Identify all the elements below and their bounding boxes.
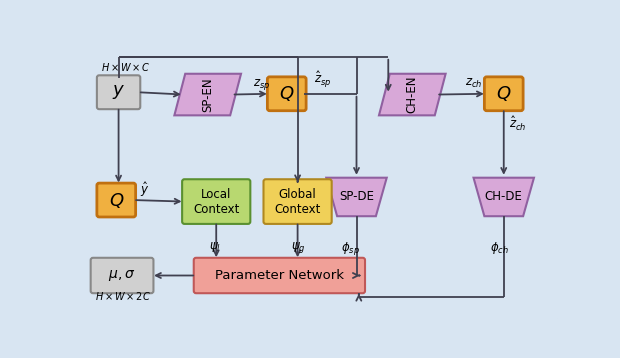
Text: SP-EN: SP-EN bbox=[202, 77, 214, 112]
FancyBboxPatch shape bbox=[97, 75, 140, 109]
Text: Parameter Network: Parameter Network bbox=[215, 269, 344, 282]
Polygon shape bbox=[474, 178, 534, 216]
Text: $z_{sp}$: $z_{sp}$ bbox=[253, 77, 270, 92]
Text: $Q$: $Q$ bbox=[279, 84, 294, 103]
Text: $H\times W\times 2C$: $H\times W\times 2C$ bbox=[94, 290, 151, 302]
FancyBboxPatch shape bbox=[193, 258, 365, 293]
FancyBboxPatch shape bbox=[91, 258, 153, 293]
FancyBboxPatch shape bbox=[267, 77, 306, 111]
Polygon shape bbox=[326, 178, 387, 216]
FancyBboxPatch shape bbox=[264, 179, 332, 224]
Text: Global
Context: Global Context bbox=[275, 188, 321, 216]
Text: $\hat{y}$: $\hat{y}$ bbox=[140, 180, 149, 199]
Text: $H\times W\times C$: $H\times W\times C$ bbox=[100, 62, 151, 73]
Text: $\psi_l$: $\psi_l$ bbox=[210, 240, 221, 254]
Polygon shape bbox=[174, 74, 241, 115]
Text: CH-EN: CH-EN bbox=[406, 76, 419, 113]
Text: $\psi_g$: $\psi_g$ bbox=[291, 241, 306, 255]
Text: $y$: $y$ bbox=[112, 83, 125, 101]
FancyBboxPatch shape bbox=[97, 183, 136, 217]
Polygon shape bbox=[379, 74, 446, 115]
Text: SP-DE: SP-DE bbox=[339, 190, 374, 203]
FancyBboxPatch shape bbox=[74, 40, 561, 322]
Text: $\phi_{sp}$: $\phi_{sp}$ bbox=[341, 240, 360, 257]
Text: CH-DE: CH-DE bbox=[485, 190, 523, 203]
Text: Local
Context: Local Context bbox=[193, 188, 239, 216]
FancyBboxPatch shape bbox=[182, 179, 250, 224]
Text: $z_{ch}$: $z_{ch}$ bbox=[465, 77, 482, 90]
FancyBboxPatch shape bbox=[484, 77, 523, 111]
Text: $\hat{z}_{sp}$: $\hat{z}_{sp}$ bbox=[314, 69, 331, 89]
Text: $Q$: $Q$ bbox=[108, 190, 124, 209]
Text: $\mu, \sigma$: $\mu, \sigma$ bbox=[108, 268, 136, 283]
Text: $\hat{z}_{ch}$: $\hat{z}_{ch}$ bbox=[509, 115, 527, 133]
Text: $\phi_{ch}$: $\phi_{ch}$ bbox=[490, 240, 509, 256]
Text: $Q$: $Q$ bbox=[496, 84, 511, 103]
